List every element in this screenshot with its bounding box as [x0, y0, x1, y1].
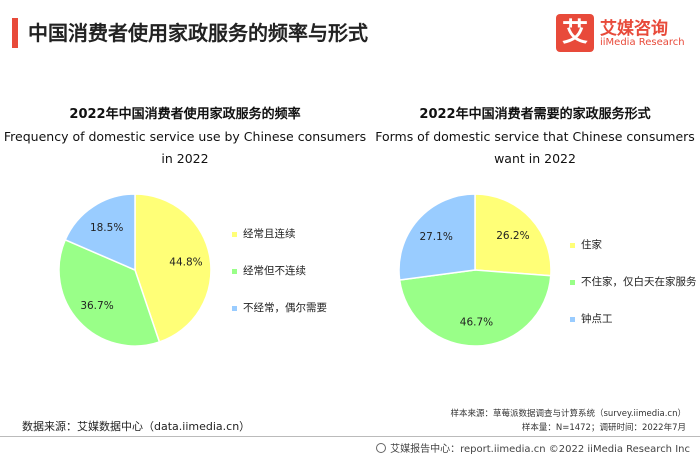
chart2-subtitle: Forms of domestic service that Chinese c…	[375, 129, 695, 166]
chart1-slice-label-2: 18.5%	[90, 222, 123, 234]
chart2-legend-item-2: 钟点工	[570, 311, 613, 327]
chart1-legend-swatch-0	[232, 231, 237, 237]
chart1-slice-2	[64, 193, 136, 272]
sample-source: 样本来源：草莓派数据调查与计算系统（survey.iimedia.cn）	[450, 409, 686, 419]
chart2-title: 2022年中国消费者需要的家政服务形式	[419, 107, 651, 122]
chart2-pie: 26.2% 46.7% 27.1%	[398, 193, 552, 347]
chart1-legend-swatch-1	[232, 268, 237, 274]
footer-divider	[0, 436, 700, 437]
chart2-legend-label-0: 住家	[581, 239, 602, 251]
sample-size: 样本量：N=1472；调研时间：2022年7月	[521, 423, 686, 433]
data-source: 数据来源：艾媒数据中心（data.iimedia.cn）	[22, 420, 251, 433]
chart1-legend-item-2: 不经常，偶尔需要	[232, 300, 327, 316]
chart2-slice-2	[398, 193, 476, 281]
chart2-legend-label-1: 不住家，仅白天在家服务	[581, 276, 697, 288]
chart2-title-block: 2022年中国消费者需要的家政服务形式 Forms of domestic se…	[370, 104, 700, 170]
chart2-slice-label-0: 26.2%	[496, 230, 529, 242]
chart2-legend-swatch-0	[570, 242, 575, 248]
chart2-slice-label-1: 46.7%	[460, 317, 493, 329]
footer: 艾媒报告中心：report.iimedia.cn ©2022 iiMedia R…	[376, 440, 690, 455]
logo-name-en: iiMedia Research	[600, 37, 685, 48]
footer-text: 艾媒报告中心：report.iimedia.cn ©2022 iiMedia R…	[390, 444, 690, 455]
chart1-slice-label-1: 36.7%	[80, 300, 113, 312]
chart1-legend-swatch-2	[232, 305, 237, 311]
page-title: 中国消费者使用家政服务的频率与形式	[28, 21, 368, 45]
chart1-pie: 44.8% 36.7% 18.5%	[58, 193, 212, 347]
chart1-legend-item-0: 经常且连续	[232, 226, 296, 242]
chart1-legend-label-0: 经常且连续	[243, 228, 296, 240]
chart1-legend-item-1: 经常但不连续	[232, 263, 306, 279]
chart1-slice-label-0: 44.8%	[169, 257, 202, 269]
chart1-legend-label-1: 经常但不连续	[243, 265, 306, 277]
chart2-slice-label-2: 27.1%	[419, 231, 452, 243]
chart2-slice-1	[398, 269, 552, 347]
chart1-title-block: 2022年中国消费者使用家政服务的频率 Frequency of domesti…	[0, 104, 370, 170]
logo-mark-icon: 艾	[556, 14, 594, 52]
chart1-slice-1	[58, 238, 161, 347]
chart1-legend-label-2: 不经常，偶尔需要	[243, 302, 327, 314]
chart2-legend-item-0: 住家	[570, 237, 602, 253]
title-accent-bar	[12, 18, 18, 48]
chart2-legend-swatch-2	[570, 316, 575, 322]
logo-name-cn: 艾媒咨询	[600, 19, 668, 39]
report-center-icon	[376, 443, 387, 453]
chart1-title: 2022年中国消费者使用家政服务的频率	[69, 107, 301, 122]
chart2-legend-label-2: 钟点工	[581, 313, 613, 325]
chart1-slice-0	[134, 193, 212, 343]
chart2-slice-0	[474, 193, 552, 277]
chart2-legend-swatch-1	[570, 279, 575, 285]
brand-logo: 艾 艾媒咨询 iiMedia Research	[556, 14, 686, 54]
chart2-legend-item-1: 不住家，仅白天在家服务	[570, 274, 697, 290]
chart1-subtitle: Frequency of domestic service use by Chi…	[3, 129, 367, 166]
